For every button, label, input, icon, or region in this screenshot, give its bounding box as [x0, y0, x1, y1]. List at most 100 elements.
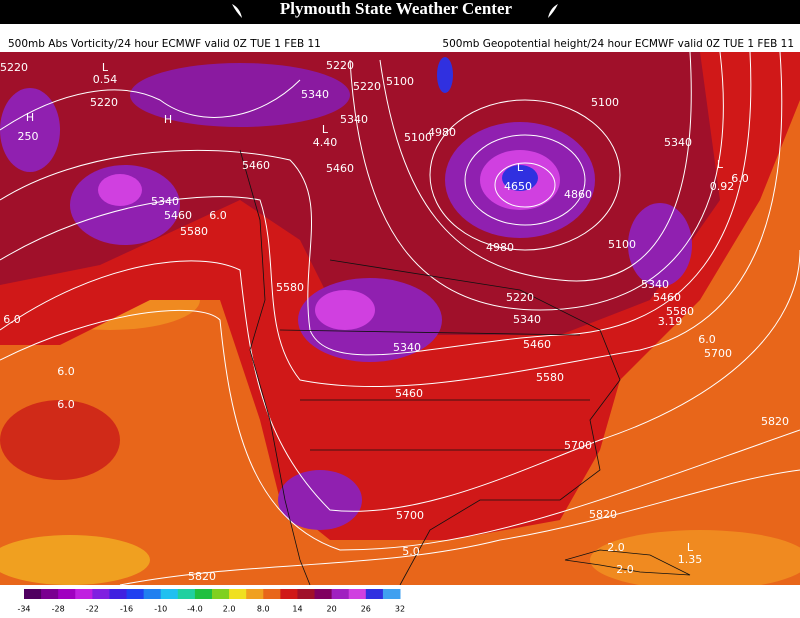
contour-label: 5340 [393, 341, 421, 354]
contour-label: 5460 [326, 162, 354, 175]
colorbar-swatch [314, 589, 333, 599]
pressure-center: L [517, 161, 524, 174]
colorbar-swatch [297, 589, 316, 599]
contour-label: 5.0 [402, 545, 420, 558]
contour-label: 5340 [151, 195, 179, 208]
contour-label: 5700 [704, 347, 732, 360]
contour-label: 5580 [180, 225, 208, 238]
pressure-center: L [717, 158, 724, 171]
field-magenta [315, 290, 375, 330]
contour-label: 5460 [164, 209, 192, 222]
colorbar-swatch [24, 589, 42, 599]
field-blue [502, 165, 538, 191]
colorbar-swatch [348, 589, 367, 599]
contour-label: 5220 [353, 80, 381, 93]
contour-line [429, 99, 621, 251]
contour-label: 6.0 [57, 398, 75, 411]
contour-label: 5220 [0, 61, 28, 74]
contours [0, 51, 800, 586]
colorbar-swatch [263, 589, 281, 599]
contour-line [379, 51, 692, 282]
field-blue [437, 57, 453, 93]
colorbar-swatch [280, 589, 298, 599]
colorbar-tick-label: 2.0 [223, 605, 236, 614]
contour-label: 5700 [396, 509, 424, 522]
contour-line [0, 79, 301, 131]
contour-label: 5100 [404, 131, 432, 144]
contour-label: 5100 [608, 238, 636, 251]
contour-line [464, 134, 586, 226]
contour-label: 6.0 [209, 209, 227, 222]
contour-label: 5820 [761, 415, 789, 428]
colorbar-tick-label: 8.0 [257, 605, 270, 614]
logo-right [548, 4, 558, 18]
pressure-center: L [687, 541, 694, 554]
coastlines [239, 149, 691, 586]
contour-label: 5460 [653, 291, 681, 304]
field-patch [0, 535, 150, 585]
field-purple [130, 63, 350, 127]
contour-label: 5340 [513, 313, 541, 326]
contour-label: 0.54 [93, 73, 118, 86]
colorbar-swatch [365, 589, 384, 599]
contour-label: 5340 [664, 136, 692, 149]
coastline [239, 149, 311, 586]
contour-label: 4.40 [313, 136, 338, 149]
contour-label: 0.92 [710, 180, 735, 193]
colorbar-swatch [331, 589, 350, 599]
field-purple [0, 88, 60, 172]
contour-label: 5460 [242, 159, 270, 172]
contour-label: 5100 [386, 75, 414, 88]
colorbar: -34 -28 -22 -16 -10 -4.0 2.0 8.0 14 20 26 32 [17, 589, 405, 614]
contour-label: 2.0 [616, 563, 634, 576]
contour-label: 4980 [486, 241, 514, 254]
colorbar-swatch [143, 589, 162, 599]
contour-label: 5220 [506, 291, 534, 304]
colorbar-swatch [212, 589, 230, 599]
pressure-center: H [26, 111, 34, 124]
title: Plymouth State Weather Center [280, 0, 513, 18]
contour-line [119, 469, 800, 586]
contour-label: 5580 [536, 371, 564, 384]
colorbar-tick-label: -10 [154, 605, 167, 614]
field-patch [590, 530, 800, 590]
contour-label: 3.19 [658, 315, 683, 328]
contour-label: 4650 [504, 180, 532, 193]
colorbar-tick-label: -34 [17, 605, 30, 614]
field-patch [0, 400, 120, 480]
contour-label: 1.35 [678, 553, 703, 566]
colorbar-swatch [41, 589, 59, 599]
contour-label: 5820 [589, 508, 617, 521]
contour-labels: 52200.5452202505340546055806.05460534052… [0, 59, 789, 583]
title-bar [0, 0, 800, 24]
coastline [564, 549, 691, 576]
subtitle-right: 500mb Geopotential height/24 hour ECMWF … [442, 38, 794, 50]
contour-line [0, 51, 783, 388]
contour-line [0, 249, 800, 512]
contour-label: 4980 [428, 126, 456, 139]
contour-label: 6.0 [731, 172, 749, 185]
colorbar-swatch [160, 589, 179, 599]
contour-label: 5220 [90, 96, 118, 109]
subtitle-left: 500mb Abs Vorticity/24 hour ECMWF valid … [8, 38, 321, 50]
contour-label: 250 [18, 130, 39, 143]
colorbar-tick-label: -28 [52, 605, 65, 614]
contour-label: 5700 [564, 439, 592, 452]
contour-label: 5220 [326, 59, 354, 72]
colorbar-tick-label: 14 [292, 605, 302, 614]
colorbar-swatch [126, 589, 145, 599]
pressure-center: L [102, 61, 109, 74]
field-magenta [98, 174, 142, 206]
colorbar-tick-label: 20 [327, 605, 337, 614]
coastline [329, 259, 621, 586]
contour-label: 5820 [188, 570, 216, 583]
contour-label: 5100 [591, 96, 619, 109]
contour-label: 5340 [301, 88, 329, 101]
field-darkred [0, 52, 720, 335]
contour-label: 6.0 [3, 313, 21, 326]
colorbar-swatch [246, 589, 264, 599]
logo-left [232, 4, 242, 18]
colorbar-swatch [75, 589, 93, 599]
colorbar-swatch [109, 589, 128, 599]
